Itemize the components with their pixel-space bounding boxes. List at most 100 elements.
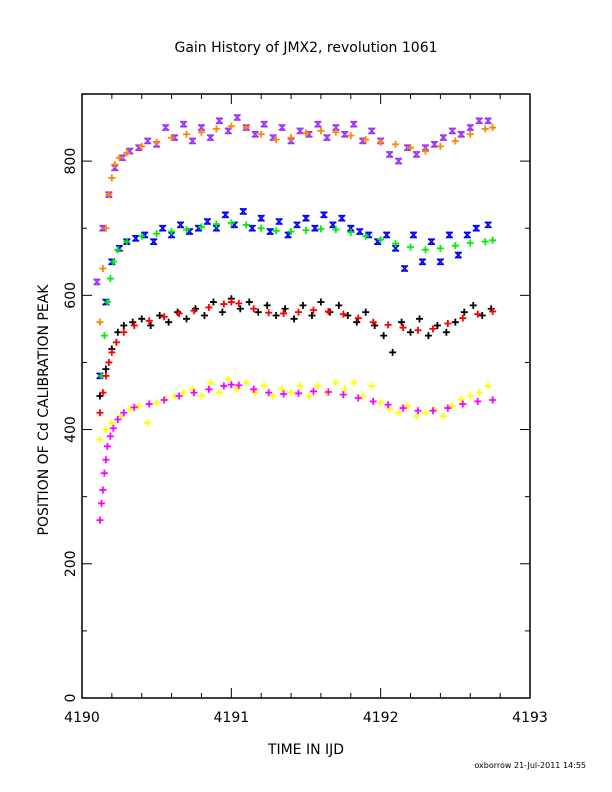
data-point [257,130,265,138]
data-point [399,324,407,332]
data-point [429,325,437,333]
data-point [451,137,459,145]
data-point [111,160,119,168]
data-point [469,301,477,309]
data-point [144,419,152,427]
data-point [451,242,459,250]
data-point [445,231,453,239]
data-point [444,320,452,328]
data-point [278,123,286,132]
data-point [368,127,376,135]
data-point [130,403,138,411]
data-point [227,298,235,306]
data-point [269,392,277,400]
data-point [439,412,447,420]
data-point [347,228,355,236]
data-point [293,221,301,229]
data-point [272,227,280,235]
data-point [314,382,322,390]
data-point [344,311,352,319]
data-point [489,396,497,404]
data-point [398,318,406,326]
data-point [106,432,114,440]
data-point [141,231,149,239]
data-point [354,314,362,322]
data-point [412,150,421,158]
data-point [175,392,183,400]
data-point [389,348,397,356]
data-point [218,308,226,316]
data-point [478,311,486,319]
data-point [383,231,391,239]
data-point [183,315,191,323]
data-point [250,305,258,313]
data-point [275,217,283,226]
y-tick-label: 200 [63,550,79,577]
data-point [174,308,182,316]
data-point [280,309,288,317]
data-point [132,234,140,242]
data-point [165,318,173,326]
data-point [96,409,104,417]
data-point [489,236,497,244]
data-point [433,322,441,330]
data-point [404,402,412,410]
data-point [392,140,400,148]
data-point [472,224,480,232]
data-point [317,298,325,306]
data-point [251,389,259,397]
data-point [460,308,468,316]
data-point [190,307,198,315]
data-point [185,228,194,236]
data-point [109,424,117,432]
data-point [392,244,400,252]
data-point [395,157,403,165]
data-point [421,147,429,155]
data-point [429,407,437,415]
data-point [176,221,185,229]
data-point [489,124,497,132]
data-point [266,228,274,236]
data-point [305,392,313,400]
data-point [251,130,259,138]
data-point [371,322,379,330]
data-point [436,258,444,266]
data-point [102,365,110,373]
data-point [350,379,358,387]
data-point [414,326,422,334]
data-point [466,239,474,247]
data-point [242,221,250,229]
data-point [197,223,205,231]
data-point [156,311,164,319]
data-point [130,322,138,330]
data-point [427,238,436,246]
data-point [168,134,176,142]
data-point [466,123,474,132]
data-point [309,306,317,314]
data-point [233,385,241,393]
data-point [448,402,456,410]
data-point [205,303,213,311]
data-point [112,338,120,346]
data-point [102,224,110,232]
data-point [296,382,304,390]
data-point [457,130,465,138]
data-point [93,278,101,286]
data-point [377,399,385,407]
data-point [317,127,325,135]
data-point [341,385,349,393]
data-point [138,315,146,323]
data-point [103,442,111,450]
data-point [374,238,382,246]
data-point [183,130,191,138]
data-point [150,238,158,246]
data-point [103,298,111,306]
data-point [324,388,332,396]
data-point [484,221,492,229]
data-point [153,230,161,238]
y-tick-labels: 0 200 400 600 800 [63,148,79,703]
data-point [272,136,280,144]
data-point [338,214,346,222]
y-axis-label: POSITION OF Cd CALIBRATION PEAK [36,284,52,536]
data-point [356,228,364,236]
